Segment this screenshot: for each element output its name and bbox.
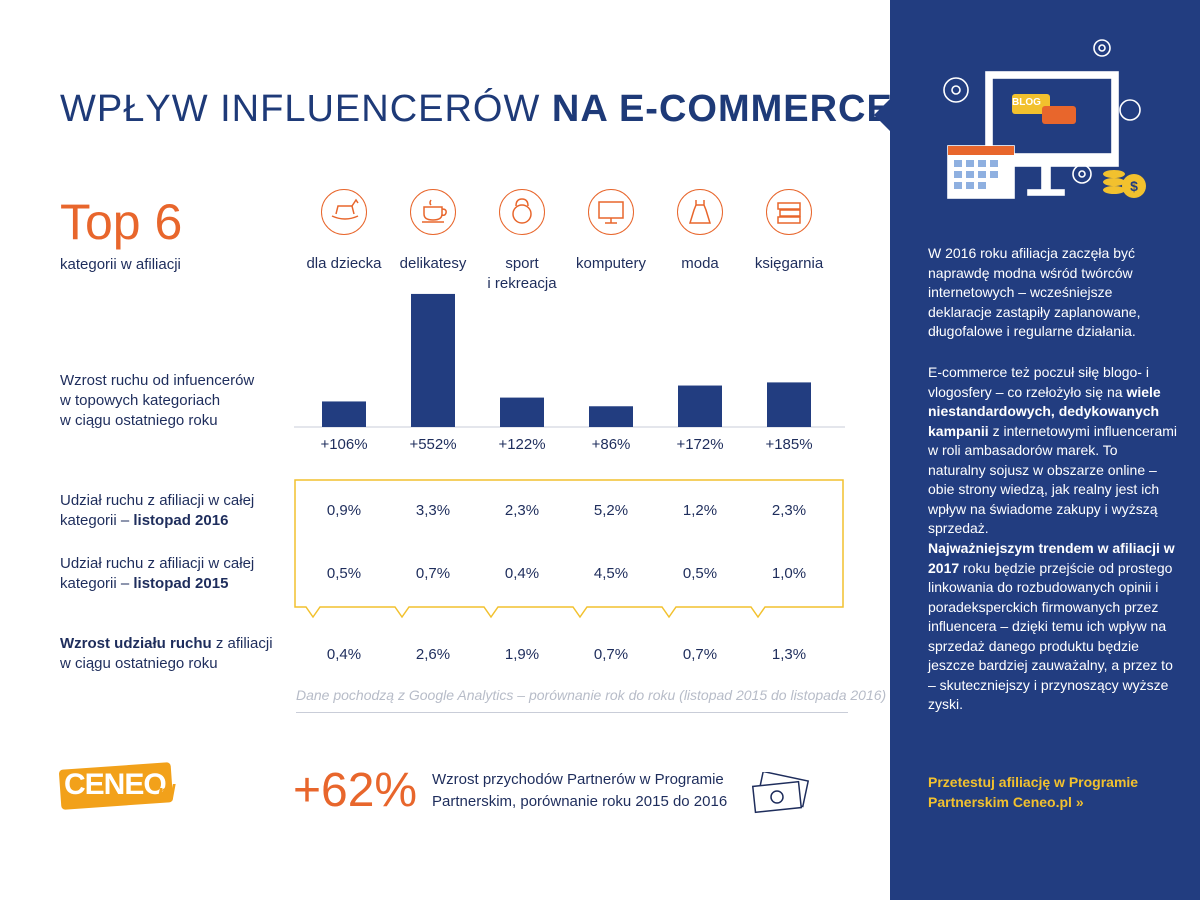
partner-program-link[interactable]: Przetestuj afiliację w Programie Partner…	[928, 774, 1139, 810]
increase-row-label: Wzrost udziału ruchu z afiliacji w ciągu…	[60, 634, 290, 674]
increase-label-bold: Wzrost udziału ruchu	[60, 635, 212, 652]
share-2015-value: 1,0%	[771, 565, 807, 582]
data-source-footnote: Dane pochodzą z Google Analytics – porów…	[296, 687, 887, 703]
share-2015-value: 0,4%	[504, 565, 540, 582]
share-2016-value: 3,3%	[415, 502, 451, 519]
share-increase-value: 1,9%	[504, 646, 540, 663]
coffee-cup-icon	[410, 189, 456, 235]
category-label: komputery	[575, 255, 647, 272]
bar-value-label: +185%	[765, 436, 813, 453]
category-label: moda	[681, 255, 719, 272]
rocking-horse-icon	[321, 189, 367, 235]
monitor-icon	[588, 189, 634, 235]
increase-label-text: z afiliacji w ciągu ostatniego roku	[60, 635, 273, 672]
share-2016-value: 0,9%	[326, 502, 362, 519]
sidebar-p2-text-a: E-commerce też poczuł siłę blogo- i vlog…	[928, 364, 1149, 400]
page-title-part1: WPŁYW INFLUENCERÓW	[60, 88, 541, 130]
share-table-border	[294, 479, 844, 619]
growth-bar-chart	[294, 293, 845, 428]
category-label: dla dziecka	[306, 255, 382, 272]
category-label: księgarnia	[754, 255, 824, 272]
share-table-frame	[294, 479, 844, 619]
books-icon	[766, 189, 812, 235]
bar-value-label: +172%	[676, 436, 724, 453]
blog-computer-illustration: $	[943, 39, 1146, 199]
share-2015-value: 0,5%	[326, 565, 362, 582]
bar	[322, 401, 366, 427]
share-2016-value: 5,2%	[593, 502, 629, 519]
bar	[589, 406, 633, 427]
top-heading: Top 6	[60, 194, 183, 250]
category-label: sport i rekreacja	[487, 255, 557, 292]
revenue-growth-number: +62%	[293, 764, 418, 817]
share-2015-value: 4,5%	[593, 565, 629, 582]
share-2016-value: 2,3%	[771, 502, 807, 519]
share-2016-label-text: Udział ruchu z afiliacji w całej kategor…	[60, 492, 255, 529]
top-subtitle: kategorii w afiliacji	[60, 256, 181, 273]
sidebar-pointer	[874, 98, 891, 132]
share-2016-value: 1,2%	[682, 502, 718, 519]
bar-value-label: +552%	[409, 436, 457, 453]
sidebar-p2-bold: wiele niestandardowych, dedykowanych kam…	[928, 383, 1161, 439]
bar-value-label: +86%	[591, 436, 631, 453]
svg-text:$: $	[1130, 178, 1138, 194]
share-increase-value: 0,4%	[326, 646, 362, 663]
sidebar-paragraph-2: E-commerce też poczuł siłę blogo- i vlog…	[928, 363, 1178, 539]
ceneo-logo-suffix: .pl	[152, 782, 176, 804]
share-increase-value: 1,3%	[771, 646, 807, 663]
page-title: WPŁYW INFLUENCERÓW NA E-COMMERCE	[60, 88, 893, 131]
sidebar-p3-text: roku będzie przejście od prostego linkow…	[928, 559, 1173, 713]
share-2015-value: 0,7%	[415, 565, 451, 582]
share-increase-value: 2,6%	[415, 646, 451, 663]
share-increase-value: 0,7%	[593, 646, 629, 663]
bar-value-label: +122%	[498, 436, 546, 453]
share-2016-label-bold: listopad 2016	[133, 512, 229, 529]
share-2015-label-bold: listopad 2015	[133, 575, 229, 592]
bar	[678, 385, 722, 427]
share-2015-label-text: Udział ruchu z afiliacji w całej kategor…	[60, 555, 255, 592]
bar	[500, 397, 544, 427]
bar	[411, 293, 455, 427]
bar-value-label: +106%	[320, 436, 368, 453]
dress-icon	[677, 189, 723, 235]
share-2016-value: 2,3%	[504, 502, 540, 519]
blog-badge: BLOG	[1012, 97, 1041, 108]
banknotes-icon	[751, 772, 810, 814]
sidebar-paragraph-3: Najważniejszym trendem w afiliacji w 201…	[928, 539, 1178, 715]
category-label: delikatesy	[399, 255, 467, 272]
sidebar-paragraph-1: W 2016 roku afiliacja zaczęła być napraw…	[928, 245, 1141, 339]
footnote-divider	[296, 712, 848, 713]
share-2016-row-label: Udział ruchu z afiliacji w całej kategor…	[60, 491, 290, 531]
sidebar-p3-bold: Najważniejszym trendem w afiliacji w 201…	[928, 540, 1175, 576]
bar	[767, 382, 811, 427]
sidebar-p2-text-c: z internetowymi influencerami w roli amb…	[928, 422, 1177, 537]
share-2015-value: 0,5%	[682, 565, 718, 582]
ceneo-logo: CENEO	[64, 768, 167, 801]
growth-row-label: Wzrost ruchu od infuencerów w topowych k…	[60, 372, 255, 429]
share-increase-value: 0,7%	[682, 646, 718, 663]
kettlebell-icon	[499, 189, 545, 235]
revenue-growth-description: Wzrost przychodów Partnerów w Programie …	[432, 771, 728, 810]
share-2015-row-label: Udział ruchu z afiliacji w całej kategor…	[60, 554, 290, 594]
page-title-part2: NA E-COMMERCE	[551, 88, 893, 130]
